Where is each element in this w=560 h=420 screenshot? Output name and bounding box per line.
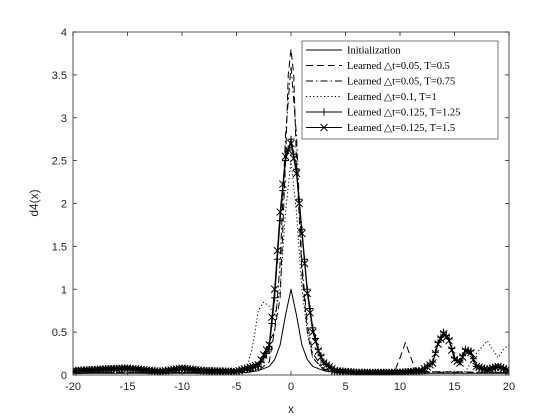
- legend-label: Learned △t=0.05, T=0.5: [347, 61, 450, 72]
- x-tick-label: 10: [394, 381, 406, 393]
- x-axis-title: x: [288, 402, 294, 416]
- x-tick-label: -10: [174, 381, 190, 393]
- y-tick-label: 0.5: [52, 327, 67, 339]
- x-tick-label: -15: [120, 381, 136, 393]
- x-tick-label: 0: [288, 381, 294, 393]
- x-tick-label: 20: [503, 381, 515, 393]
- y-tick-label: 3.5: [52, 70, 67, 82]
- legend-label: Learned △t=0.125, T=1.25: [347, 108, 460, 119]
- legend-label: Initialization: [347, 46, 401, 57]
- y-tick-label: 1.5: [52, 241, 67, 253]
- x-tick-label: -5: [232, 381, 242, 393]
- y-tick-label: 1: [61, 284, 67, 296]
- legend-label: Learned △t=0.125, T=1.5: [347, 123, 455, 134]
- y-tick-label: 4: [61, 27, 67, 39]
- y-tick-label: 2.5: [52, 156, 67, 168]
- y-axis-title: d4(x): [27, 189, 41, 216]
- y-tick-label: 0: [61, 370, 67, 382]
- x-tick-label: 15: [448, 381, 460, 393]
- x-tick-label: 5: [342, 381, 348, 393]
- legend: Initialization Learned △t=0.05, T=0.5 Lear…: [302, 41, 498, 139]
- x-tick-label: -20: [65, 381, 81, 393]
- legend-label: Learned △t=0.05, T=0.75: [347, 77, 455, 88]
- y-tick-label: 2: [61, 199, 67, 211]
- y-tick-label: 3: [61, 113, 67, 125]
- legend-label: Learned △t=0.1, T=1: [347, 92, 437, 103]
